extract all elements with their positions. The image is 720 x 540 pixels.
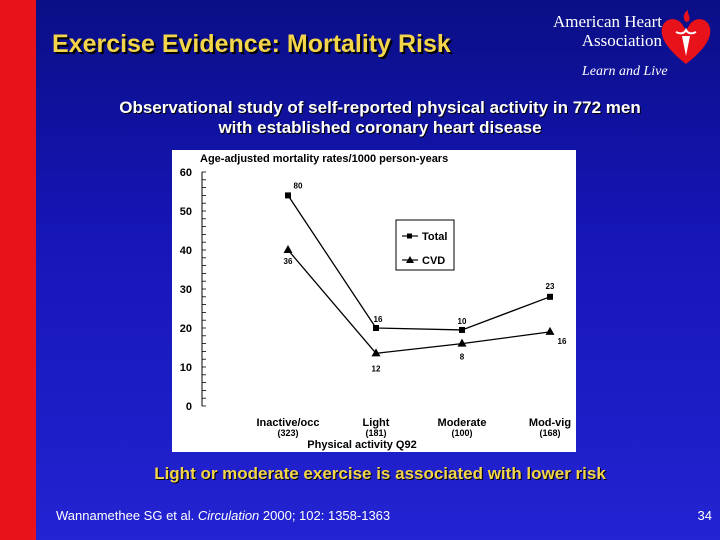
slide-conclusion: Light or moderate exercise is associated…: [154, 464, 606, 483]
x-tick-label: Inactive/occ: [257, 417, 320, 429]
slide-title: Exercise Evidence: Mortality Risk: [52, 30, 451, 58]
y-tick-label: 40: [180, 245, 192, 257]
aha-org-line1: American Heart: [552, 12, 662, 31]
x-category-count: (181): [365, 428, 386, 438]
data-point-cvd: [371, 348, 381, 357]
chart-title: Age-adjusted mortality rates/1000 person…: [200, 153, 448, 165]
x-axis-label: Physical activity Q92: [307, 439, 416, 451]
series-line-cvd: [287, 249, 551, 355]
legend-marker: [407, 233, 412, 239]
slide-subtitle: Observational study of self-reported phy…: [40, 98, 720, 138]
aha-org-name: American Heart Association: [553, 12, 662, 50]
x-category-count: (168): [539, 428, 560, 438]
subtitle-line2: with established coronary heart disease: [218, 118, 542, 137]
y-tick-label: 10: [180, 362, 192, 374]
legend-label: CVD: [422, 255, 445, 267]
data-point-cvd: [545, 326, 555, 335]
data-label-total: 23: [546, 282, 555, 291]
data-label-cvd: 12: [372, 364, 381, 373]
series-line-total: [287, 195, 551, 331]
citation-details: 2000; 102: 1358-1363: [259, 508, 391, 523]
x-category-count: (100): [451, 428, 472, 438]
y-tick-label: 60: [180, 167, 192, 179]
x-tick-label: Moderate: [438, 417, 487, 429]
left-accent-bar: [0, 0, 36, 540]
heart-torch-icon: [661, 10, 711, 64]
data-label-total: 80: [294, 181, 303, 190]
chart-svg: Age-adjusted mortality rates/1000 person…: [180, 153, 571, 451]
data-point-cvd: [457, 338, 467, 347]
subtitle-line1: Observational study of self-reported phy…: [119, 98, 641, 117]
aha-tagline: Learn and Live: [582, 64, 668, 79]
citation: Wannamethee SG et al. Circulation 2000; …: [56, 508, 390, 523]
y-tick-label: 20: [180, 323, 192, 335]
citation-journal: Circulation: [197, 508, 260, 523]
data-point-total: [459, 326, 465, 333]
legend-marker: [406, 256, 414, 263]
mortality-chart: Age-adjusted mortality rates/1000 person…: [172, 150, 576, 452]
data-label-total: 16: [374, 315, 383, 324]
legend-label: Total: [422, 231, 447, 243]
x-tick-label: Mod-vig: [529, 417, 571, 429]
y-tick-label: 0: [186, 401, 192, 413]
data-label-total: 10: [458, 317, 467, 326]
data-point-total: [547, 293, 553, 300]
page-number: 34: [697, 508, 712, 523]
data-point-cvd: [283, 245, 293, 253]
data-label-cvd: 16: [558, 337, 567, 346]
data-label-cvd: 36: [284, 257, 293, 266]
aha-org-line2: Association: [581, 31, 662, 50]
citation-authors: Wannamethee SG et al.: [56, 508, 198, 523]
legend-box: [395, 219, 455, 271]
data-label-cvd: 8: [460, 353, 465, 362]
data-point-total: [373, 325, 379, 331]
aha-logo: American Heart Association Learn and Liv…: [540, 6, 720, 86]
data-point-total: [285, 192, 291, 199]
y-tick-label: 30: [180, 284, 192, 296]
x-tick-label: Light: [363, 417, 390, 429]
x-category-count: (323): [277, 428, 298, 438]
y-tick-label: 50: [180, 206, 192, 218]
